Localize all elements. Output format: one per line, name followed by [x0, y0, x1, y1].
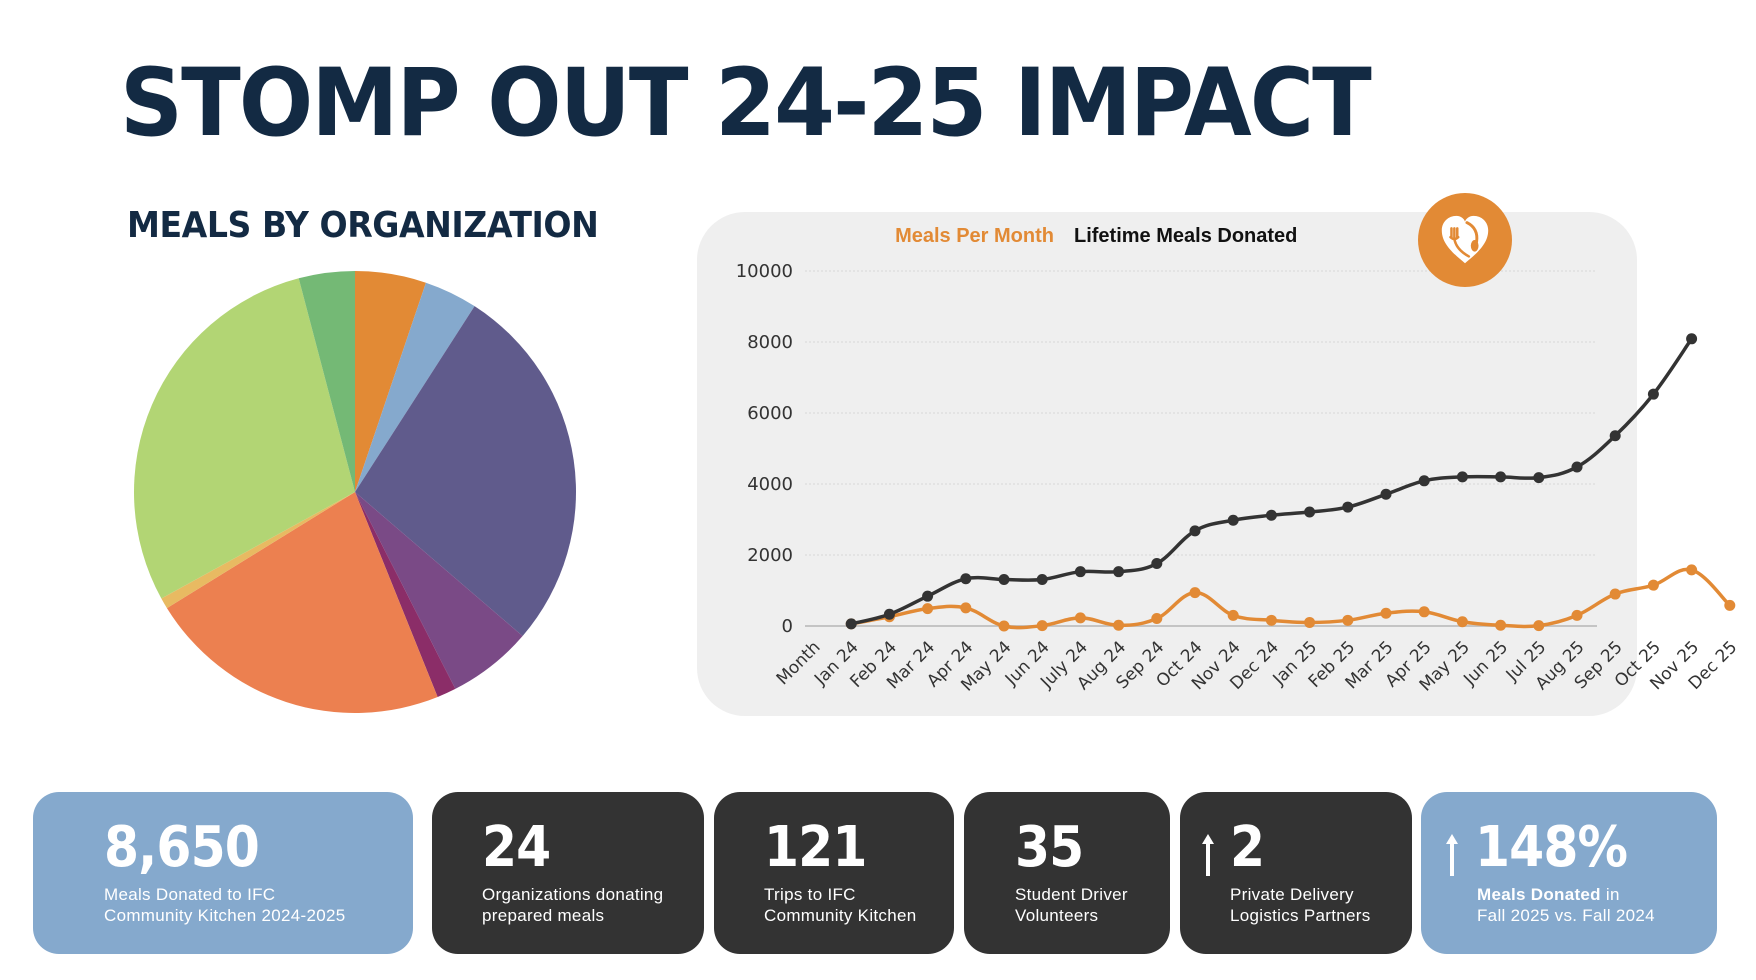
- meals-by-organization-pie-chart: [134, 271, 577, 713]
- data-point: [1418, 606, 1430, 618]
- data-point: [1189, 525, 1201, 537]
- stat-card-student-drivers: 35 Student Driver Volunteers: [964, 792, 1170, 954]
- up-arrow-icon: [1202, 834, 1214, 876]
- stat-label-bold: Meals Donated: [1477, 885, 1601, 904]
- stat-value: 8,650: [104, 815, 260, 880]
- data-point: [1609, 588, 1621, 600]
- stat-value: 148%: [1475, 815, 1628, 880]
- legend-lifetime-meals: Lifetime Meals Donated: [1074, 225, 1297, 247]
- data-point: [1113, 566, 1125, 578]
- data-point: [1227, 514, 1239, 526]
- y-tick-label: 10000: [736, 261, 793, 282]
- data-point: [998, 620, 1010, 632]
- stat-card-delivery-partners: 2 Private Delivery Logistics Partners: [1180, 792, 1412, 954]
- data-point: [1151, 558, 1163, 570]
- stat-value: 24: [482, 815, 551, 880]
- pie-slice-3: [355, 306, 577, 637]
- stat-label: Organizations donating prepared meals: [482, 885, 664, 925]
- stat-label-rest: in Fall 2025 vs. Fall 2024: [1477, 885, 1655, 925]
- data-point: [1686, 564, 1698, 576]
- data-point: [883, 608, 895, 620]
- pie-slice-8: [134, 278, 355, 599]
- data-point: [845, 618, 857, 630]
- heart-fork-spoon-icon: [1418, 193, 1512, 287]
- y-tick-label: 6000: [747, 403, 793, 424]
- data-point: [1380, 607, 1392, 619]
- data-point: [1571, 461, 1583, 473]
- data-point: [1227, 609, 1239, 621]
- stat-value: 121: [764, 815, 867, 880]
- stat-card-meals-donated: 8,650 Meals Donated to IFC Community Kit…: [33, 792, 413, 954]
- stat-card-organizations: 24 Organizations donating prepared meals: [432, 792, 704, 954]
- pie-chart-title: MEALS BY ORGANIZATION: [127, 205, 599, 246]
- data-point: [1418, 475, 1430, 487]
- y-tick-label: 8000: [747, 332, 793, 353]
- data-point: [1304, 616, 1316, 628]
- data-point: [1456, 471, 1468, 483]
- data-point: [1380, 488, 1392, 500]
- data-point: [1456, 616, 1468, 628]
- data-point: [1686, 333, 1698, 345]
- stat-value: 2: [1230, 815, 1265, 880]
- data-point: [1036, 620, 1048, 632]
- data-point: [1495, 471, 1507, 483]
- legend-meals-per-month: Meals Per Month: [895, 225, 1054, 247]
- page-title: STOMP OUT 24-25 IMPACT: [120, 49, 1372, 158]
- stat-label: Meals Donated in Fall 2025 vs. Fall 2024: [1477, 884, 1655, 926]
- data-point: [1342, 501, 1354, 513]
- data-point: [1113, 619, 1125, 631]
- data-point: [1495, 619, 1507, 631]
- pie-slice-9: [298, 271, 355, 492]
- data-point: [1265, 614, 1277, 626]
- series-line-lifetime-meals: [849, 337, 1694, 626]
- pie-slice-1: [355, 271, 426, 492]
- data-point: [1304, 506, 1316, 518]
- data-point: [1189, 587, 1201, 599]
- pie-slice-2: [355, 282, 475, 492]
- stat-label: Meals Donated to IFC Community Kitchen 2…: [104, 885, 346, 925]
- data-point: [960, 573, 972, 585]
- y-tick-label: 0: [782, 616, 793, 637]
- data-point: [922, 603, 934, 615]
- up-arrow-icon: [1446, 834, 1458, 876]
- stat-label: Trips to IFC Community Kitchen: [764, 885, 917, 925]
- data-point: [998, 573, 1010, 585]
- data-point: [1074, 566, 1086, 578]
- line-chart-panel: [697, 212, 1637, 716]
- stat-card-trips: 121 Trips to IFC Community Kitchen: [714, 792, 954, 954]
- stat-value: 35: [1015, 815, 1084, 880]
- data-point: [1647, 388, 1659, 400]
- data-point: [1265, 509, 1277, 521]
- stat-card-fall-growth: 148% Meals Donated in Fall 2025 vs. Fall…: [1421, 792, 1717, 954]
- y-tick-label: 4000: [747, 474, 793, 495]
- data-point: [1533, 620, 1545, 632]
- data-point: [1036, 573, 1048, 585]
- data-point: [1724, 599, 1736, 611]
- pie-slice-7: [161, 492, 355, 609]
- pie-slice-5: [355, 492, 456, 697]
- data-point: [1571, 609, 1583, 621]
- data-point: [1074, 612, 1086, 624]
- data-point: [1647, 579, 1659, 591]
- data-point: [1609, 430, 1621, 442]
- data-point: [1533, 472, 1545, 484]
- pie-slice-4: [355, 492, 523, 689]
- stat-label: Private Delivery Logistics Partners: [1230, 885, 1371, 925]
- data-point: [960, 602, 972, 614]
- pie-slice-6: [166, 492, 438, 713]
- stat-label: Student Driver Volunteers: [1015, 885, 1128, 925]
- data-point: [1342, 614, 1354, 626]
- data-point: [922, 590, 934, 602]
- data-point: [1151, 613, 1163, 625]
- y-tick-label: 2000: [747, 545, 793, 566]
